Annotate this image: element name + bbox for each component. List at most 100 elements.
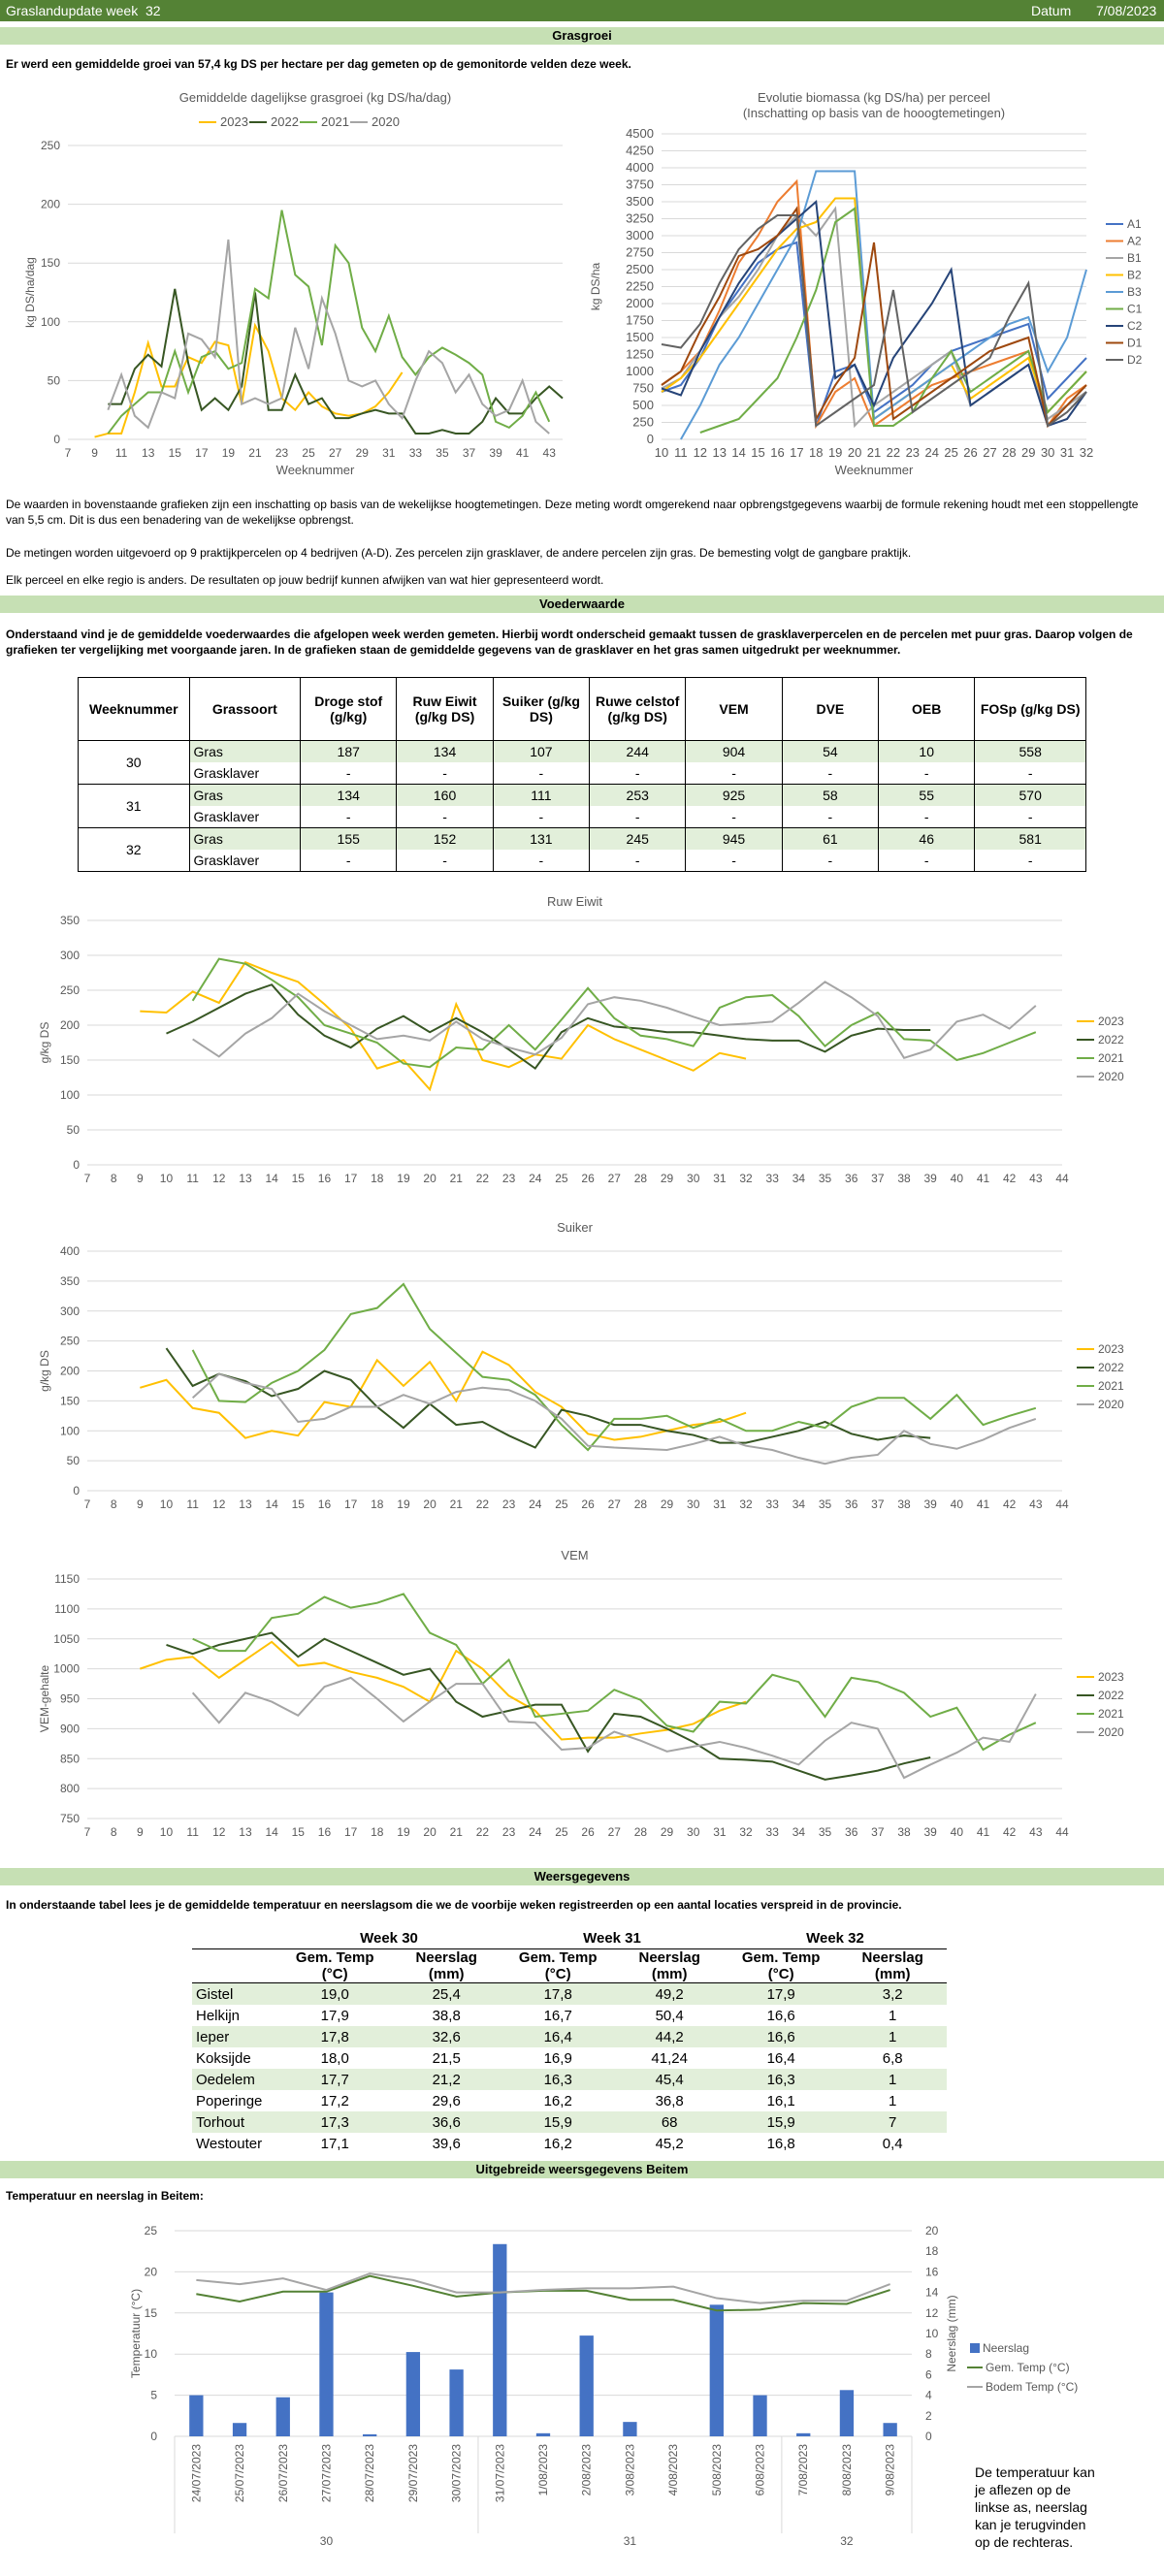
legend-label: A2 bbox=[1127, 235, 1142, 248]
weather-value: 25,4 bbox=[392, 1982, 501, 2005]
series-line-2021 bbox=[191, 1282, 1037, 1452]
x-tick-label: 7 bbox=[65, 446, 72, 460]
weather-value: 3,2 bbox=[838, 1982, 947, 2005]
x-tick-label: 39 bbox=[924, 1497, 938, 1511]
voeder-row: Grasklaver - - - - - - - - bbox=[79, 762, 1086, 785]
legend-label: 2022 bbox=[1098, 1361, 1124, 1374]
series-line-temp bbox=[196, 2274, 890, 2312]
y-tick-label: 4000 bbox=[626, 160, 654, 175]
voeder-value-cell: 904 bbox=[685, 740, 783, 762]
rain-bar bbox=[839, 2390, 855, 2436]
group-label: 30 bbox=[320, 2534, 334, 2548]
x-tick-label: 32 bbox=[739, 1825, 753, 1839]
x-tick-label: 42 bbox=[1003, 1497, 1017, 1511]
y-tick-label: 900 bbox=[60, 1722, 80, 1735]
weather-value: 32,6 bbox=[392, 2026, 501, 2047]
weather-row: Koksijde 18,0 21,5 16,9 41,24 16,4 6,8 bbox=[192, 2047, 947, 2069]
series-line-C2 bbox=[661, 199, 1087, 428]
y-tick-label: 350 bbox=[60, 914, 80, 927]
legend-label: D2 bbox=[1127, 353, 1143, 367]
x-tick-label: 31 bbox=[713, 1172, 727, 1185]
x-tick-label: 21 bbox=[867, 445, 881, 460]
x-tick-label: 36 bbox=[845, 1497, 858, 1511]
chart-title: VEM bbox=[561, 1548, 588, 1562]
legend-label: 2023 bbox=[220, 114, 248, 129]
x-tick-label: 28/07/2023 bbox=[363, 2444, 376, 2502]
x-tick-label: 38 bbox=[897, 1497, 911, 1511]
x-tick-label: 25 bbox=[555, 1497, 568, 1511]
x-tick-label: 43 bbox=[543, 446, 557, 460]
x-tick-label: 10 bbox=[655, 445, 668, 460]
x-tick-label: 7 bbox=[84, 1172, 91, 1185]
x-tick-label: 19 bbox=[222, 446, 236, 460]
voeder-row: 30 Gras 187 134 107 244 904 54 10 558 bbox=[78, 740, 1086, 785]
x-tick-label: 43 bbox=[1029, 1825, 1043, 1839]
x-tick-label: 35 bbox=[819, 1497, 832, 1511]
x-tick-label: 25/07/2023 bbox=[233, 2444, 246, 2502]
x-tick-label: 41 bbox=[516, 446, 530, 460]
voeder-row: 32 Gras 155 152 131 245 945 61 46 581 bbox=[78, 827, 1086, 872]
y-tick-label: 500 bbox=[632, 398, 654, 412]
legend-label: B3 bbox=[1127, 285, 1142, 299]
series-line-B3 bbox=[680, 170, 1087, 440]
y-axis-label: Temperatuur (°C) bbox=[129, 2289, 143, 2378]
weather-location: Gistel bbox=[192, 1982, 277, 2005]
rain-bar bbox=[319, 2292, 334, 2436]
legend-label: C1 bbox=[1127, 303, 1143, 316]
x-tick-label: 28 bbox=[634, 1172, 648, 1185]
voeder-header-cell: Droge stof (g/kg) bbox=[300, 677, 397, 741]
x-tick-label: 24 bbox=[529, 1172, 542, 1185]
voeder-header-cell: OEB bbox=[878, 677, 975, 741]
weather-value: 41,24 bbox=[651, 2049, 688, 2067]
voeder-value-cell: 570 bbox=[974, 784, 1086, 806]
x-tick-label: 37 bbox=[871, 1172, 885, 1185]
weather-value: 17,9 bbox=[320, 2007, 349, 2024]
weather-location: Torhout bbox=[192, 2111, 277, 2133]
x-tick-label: 13 bbox=[142, 446, 155, 460]
legend-label: 2022 bbox=[1098, 1033, 1124, 1046]
weather-row: Ieper 17,8 32,6 16,4 44,2 16,6 1 bbox=[192, 2026, 947, 2047]
chart-suiker: 0 50 100 150 200 250 300 350 400 7 8 9 10 11 12 13 14 15 1… bbox=[38, 1220, 1124, 1511]
report-date: 7/08/2023 bbox=[1096, 3, 1157, 18]
weather-value: 1 bbox=[889, 2007, 897, 2024]
y2-tick-label: 14 bbox=[925, 2286, 939, 2300]
voeder-value-cell: - bbox=[589, 850, 686, 872]
x-tick-label: 31 bbox=[713, 1825, 727, 1839]
weather-value: 15,9 bbox=[500, 2111, 616, 2133]
y-axis-label: kg DS/ha/dag bbox=[23, 257, 37, 328]
y-tick-label: 850 bbox=[60, 1752, 80, 1765]
y-tick-label: 800 bbox=[60, 1782, 80, 1795]
voeder-value-cell: 61 bbox=[781, 827, 879, 850]
weather-value: 16,3 bbox=[500, 2069, 616, 2090]
weather-value: 36,6 bbox=[392, 2111, 501, 2133]
y-tick-label: 5 bbox=[150, 2389, 157, 2402]
voeder-value-cell: 58 bbox=[781, 784, 879, 806]
legend-label: 2021 bbox=[1098, 1051, 1124, 1065]
weather-intro: In onderstaande tabel lees je de gemidde… bbox=[6, 1898, 902, 1912]
x-tick-label: 26 bbox=[581, 1497, 595, 1511]
x-tick-label: 16 bbox=[318, 1825, 332, 1839]
x-tick-label: 8 bbox=[111, 1825, 117, 1839]
rain-bar bbox=[709, 2304, 724, 2436]
weather-value: 15,9 bbox=[723, 2111, 839, 2133]
y-tick-label: 300 bbox=[60, 949, 80, 962]
legend-label: Gem. Temp (°C) bbox=[986, 2361, 1070, 2374]
x-tick-label: 29 bbox=[356, 446, 370, 460]
weather-value: 16,2 bbox=[543, 2135, 572, 2152]
y-tick-label: 250 bbox=[41, 139, 60, 152]
voeder-value-cell: 111 bbox=[492, 784, 590, 806]
x-tick-label: 30 bbox=[687, 1497, 700, 1511]
weather-value: 7 bbox=[838, 2111, 947, 2133]
x-tick-label: 32 bbox=[739, 1497, 753, 1511]
x-tick-label: 31/07/2023 bbox=[493, 2444, 506, 2502]
y-tick-label: 200 bbox=[41, 198, 60, 211]
y-tick-label: 1500 bbox=[626, 330, 654, 344]
x-tick-label: 21 bbox=[450, 1825, 464, 1839]
x-tick-label: 18 bbox=[371, 1497, 384, 1511]
y-tick-label: 400 bbox=[60, 1244, 80, 1258]
rain-bar bbox=[493, 2243, 507, 2436]
weather-value: 18,0 bbox=[320, 2049, 349, 2067]
x-tick-label: 33 bbox=[766, 1497, 780, 1511]
y-axis-label: VEM-gehalte bbox=[38, 1664, 51, 1732]
